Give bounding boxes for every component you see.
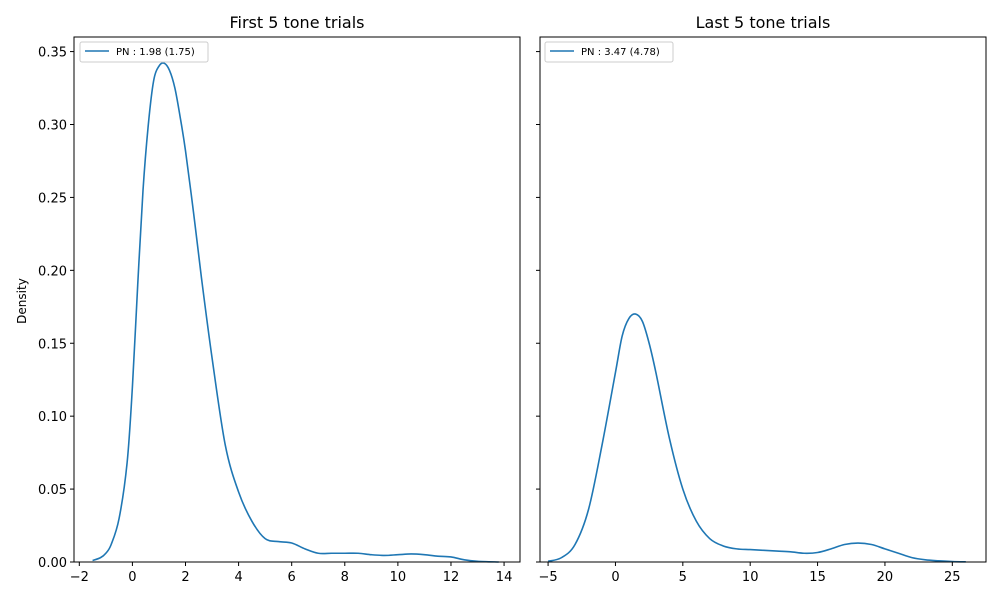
y-axis-label: Density	[15, 278, 29, 324]
x-tick-label: 15	[809, 570, 826, 585]
x-tick-label: 2	[181, 570, 189, 585]
x-tick-label: 0	[611, 570, 619, 585]
y-tick-label: 0.30	[38, 119, 67, 134]
chart-title: Last 5 tone trials	[696, 13, 831, 32]
legend: PN : 1.98 (1.75)	[79, 41, 209, 63]
x-tick-label: 12	[443, 570, 460, 585]
plot-frame	[73, 36, 521, 563]
y-tick-label: 0.10	[38, 410, 67, 425]
x-tick-label: 8	[341, 570, 349, 585]
panel-first-5-tone-trials: First 5 tone trials Density −2 0 2 4 6 8 10 12 1…	[15, 13, 521, 585]
x-tick-label: 10	[742, 570, 759, 585]
legend: PN : 3.47 (4.78)	[544, 41, 674, 63]
y-tick-label: 0.20	[38, 264, 67, 279]
x-tick-label: 4	[234, 570, 242, 585]
y-axis-ticks: 0.00 0.05 0.10 0.15 0.20 0.25 0.30 0.35	[38, 46, 74, 571]
legend-box	[79, 41, 209, 63]
plot-frame	[539, 36, 987, 563]
legend-box	[544, 41, 674, 63]
legend-label: PN : 3.47 (4.78)	[581, 47, 660, 58]
density-curve	[92, 62, 499, 563]
chart-title: First 5 tone trials	[229, 13, 364, 32]
density-curve	[547, 313, 966, 563]
x-tick-label: 5	[679, 570, 687, 585]
x-tick-label: −5	[538, 570, 557, 585]
panel-last-5-tone-trials: Last 5 tone trials −5 0 5 10 15 20 25 PN : 3.4…	[536, 13, 987, 585]
x-axis-ticks: −2 0 2 4 6 8 10 12 14	[70, 562, 513, 585]
x-tick-label: 6	[288, 570, 296, 585]
x-tick-label: 25	[944, 570, 961, 585]
y-tick-label: 0.05	[38, 483, 67, 498]
legend-label: PN : 1.98 (1.75)	[116, 47, 195, 58]
y-tick-label: 0.25	[38, 191, 67, 206]
x-tick-label: 14	[496, 570, 513, 585]
x-tick-label: 10	[390, 570, 407, 585]
x-tick-label: 20	[877, 570, 894, 585]
y-tick-label: 0.15	[38, 337, 67, 352]
y-tick-label: 0.35	[38, 46, 67, 61]
x-axis-ticks: −5 0 5 10 15 20 25	[538, 562, 961, 585]
x-tick-label: −2	[70, 570, 89, 585]
y-axis-ticks	[536, 51, 540, 563]
x-tick-label: 0	[128, 570, 136, 585]
y-tick-label: 0.00	[38, 556, 67, 571]
